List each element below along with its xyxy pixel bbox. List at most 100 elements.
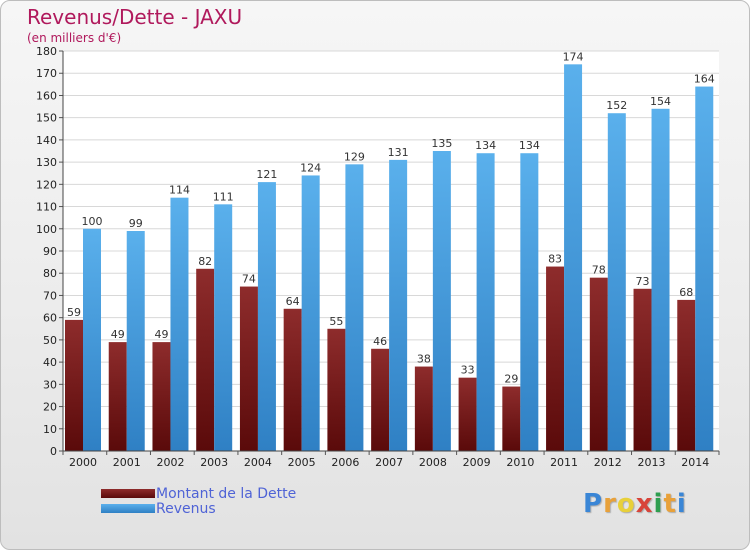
x-tick-label-2007: 2007 — [375, 456, 403, 469]
data-label-debt-2014: 68 — [679, 286, 693, 299]
y-tick-label: 90 — [43, 245, 57, 258]
data-label-debt-2013: 73 — [636, 275, 650, 288]
data-label-debt-2003: 82 — [198, 255, 212, 268]
data-label-revenue-2004: 121 — [256, 168, 277, 181]
data-label-debt-2010: 29 — [504, 373, 518, 386]
data-label-debt-2009: 33 — [461, 364, 475, 377]
y-tick-label: 60 — [43, 312, 57, 325]
bar-revenue-2011 — [564, 64, 583, 452]
data-label-debt-2002: 49 — [154, 328, 168, 341]
bar-debt-2013 — [633, 288, 652, 451]
y-tick-label: 130 — [36, 156, 57, 169]
data-label-debt-2001: 49 — [111, 328, 125, 341]
data-label-revenue-2005: 124 — [300, 161, 321, 174]
x-tick-label-2012: 2012 — [594, 456, 622, 469]
bar-debt-2007 — [371, 348, 390, 451]
x-tick-label-2014: 2014 — [681, 456, 709, 469]
logo-letter: i — [676, 489, 687, 519]
data-label-revenue-2003: 111 — [213, 190, 234, 203]
bar-debt-2006 — [327, 328, 346, 451]
data-label-revenue-2012: 152 — [606, 99, 627, 112]
data-label-debt-2011: 83 — [548, 253, 562, 266]
data-label-revenue-2006: 129 — [344, 150, 365, 163]
x-tick-label-2011: 2011 — [550, 456, 578, 469]
bar-revenue-2000 — [83, 228, 101, 451]
logo-letter: r — [603, 489, 617, 519]
bar-revenue-2003 — [214, 204, 233, 451]
data-label-debt-2006: 55 — [329, 315, 343, 328]
bar-debt-2003 — [196, 268, 215, 451]
bar-revenue-2010 — [520, 153, 539, 451]
y-tick-label: 50 — [43, 334, 57, 347]
data-label-revenue-2002: 114 — [169, 184, 190, 197]
data-label-debt-2000: 59 — [67, 306, 81, 319]
data-label-revenue-2007: 131 — [388, 146, 409, 159]
y-tick-label: 110 — [36, 201, 57, 214]
bar-debt-2001 — [108, 342, 127, 451]
x-tick-label-2005: 2005 — [288, 456, 316, 469]
data-label-debt-2004: 74 — [242, 273, 256, 286]
x-tick-label-2013: 2013 — [638, 456, 666, 469]
y-tick-label: 0 — [50, 445, 57, 458]
bar-revenue-2006 — [345, 164, 364, 452]
bar-debt-2012 — [589, 277, 608, 451]
logo-letter: P — [583, 489, 604, 519]
y-tick-label: 170 — [36, 67, 57, 80]
bar-revenue-2002 — [170, 197, 189, 451]
data-label-revenue-2011: 174 — [563, 50, 584, 63]
y-tick-label: 30 — [43, 378, 57, 391]
legend-swatch-debt — [101, 489, 155, 498]
data-label-debt-2012: 78 — [592, 264, 606, 277]
logo-letter: x — [635, 489, 654, 519]
logo-letter: t — [663, 489, 677, 519]
data-label-revenue-2014: 164 — [694, 73, 715, 86]
bar-revenue-2005 — [301, 175, 320, 451]
bar-debt-2008 — [414, 366, 433, 451]
bar-revenue-2007 — [389, 159, 408, 451]
y-tick-label: 100 — [36, 223, 57, 236]
y-tick-label: 120 — [36, 178, 57, 191]
y-tick-label: 160 — [36, 89, 57, 102]
legend-label-revenue: Revenus — [156, 501, 216, 517]
x-tick-label-2001: 2001 — [113, 456, 141, 469]
x-tick-label-2010: 2010 — [506, 456, 534, 469]
bar-revenue-2004 — [257, 182, 276, 451]
chart-title: Revenus/Dette - JAXU — [27, 5, 243, 29]
y-tick-label: 10 — [43, 423, 57, 436]
bar-revenue-2012 — [607, 113, 626, 451]
data-label-debt-2007: 46 — [373, 335, 387, 348]
y-tick-label: 140 — [36, 134, 57, 147]
data-label-revenue-2001: 99 — [129, 217, 143, 230]
x-tick-label-2000: 2000 — [69, 456, 97, 469]
data-label-debt-2005: 64 — [286, 295, 300, 308]
data-label-revenue-2009: 134 — [475, 139, 496, 152]
y-tick-label: 40 — [43, 356, 57, 369]
x-tick-label-2004: 2004 — [244, 456, 272, 469]
y-tick-label: 80 — [43, 267, 57, 280]
y-tick-label: 180 — [36, 45, 57, 58]
x-tick-label-2003: 2003 — [200, 456, 228, 469]
data-label-revenue-2000: 100 — [82, 215, 103, 228]
bar-revenue-2001 — [126, 231, 145, 451]
bar-debt-2002 — [152, 342, 171, 451]
proxiti-logo: Proxiti — [583, 489, 687, 519]
bar-debt-2014 — [677, 299, 696, 451]
data-label-revenue-2013: 154 — [650, 95, 671, 108]
legend-swatch-revenue — [101, 504, 155, 513]
bar-revenue-2009 — [476, 153, 495, 451]
data-label-debt-2008: 38 — [417, 353, 431, 366]
y-tick-label: 20 — [43, 401, 57, 414]
x-tick-label-2008: 2008 — [419, 456, 447, 469]
bar-debt-2009 — [458, 377, 477, 451]
x-tick-label-2002: 2002 — [156, 456, 184, 469]
bar-debt-2004 — [239, 286, 258, 451]
chart-subtitle: (en milliers d'€) — [27, 31, 122, 45]
bar-debt-2000 — [65, 319, 83, 451]
x-tick-label-2009: 2009 — [463, 456, 491, 469]
bar-debt-2010 — [502, 386, 521, 451]
bar-debt-2005 — [283, 308, 302, 451]
bar-debt-2011 — [546, 266, 565, 451]
bar-revenue-2014 — [695, 86, 714, 452]
